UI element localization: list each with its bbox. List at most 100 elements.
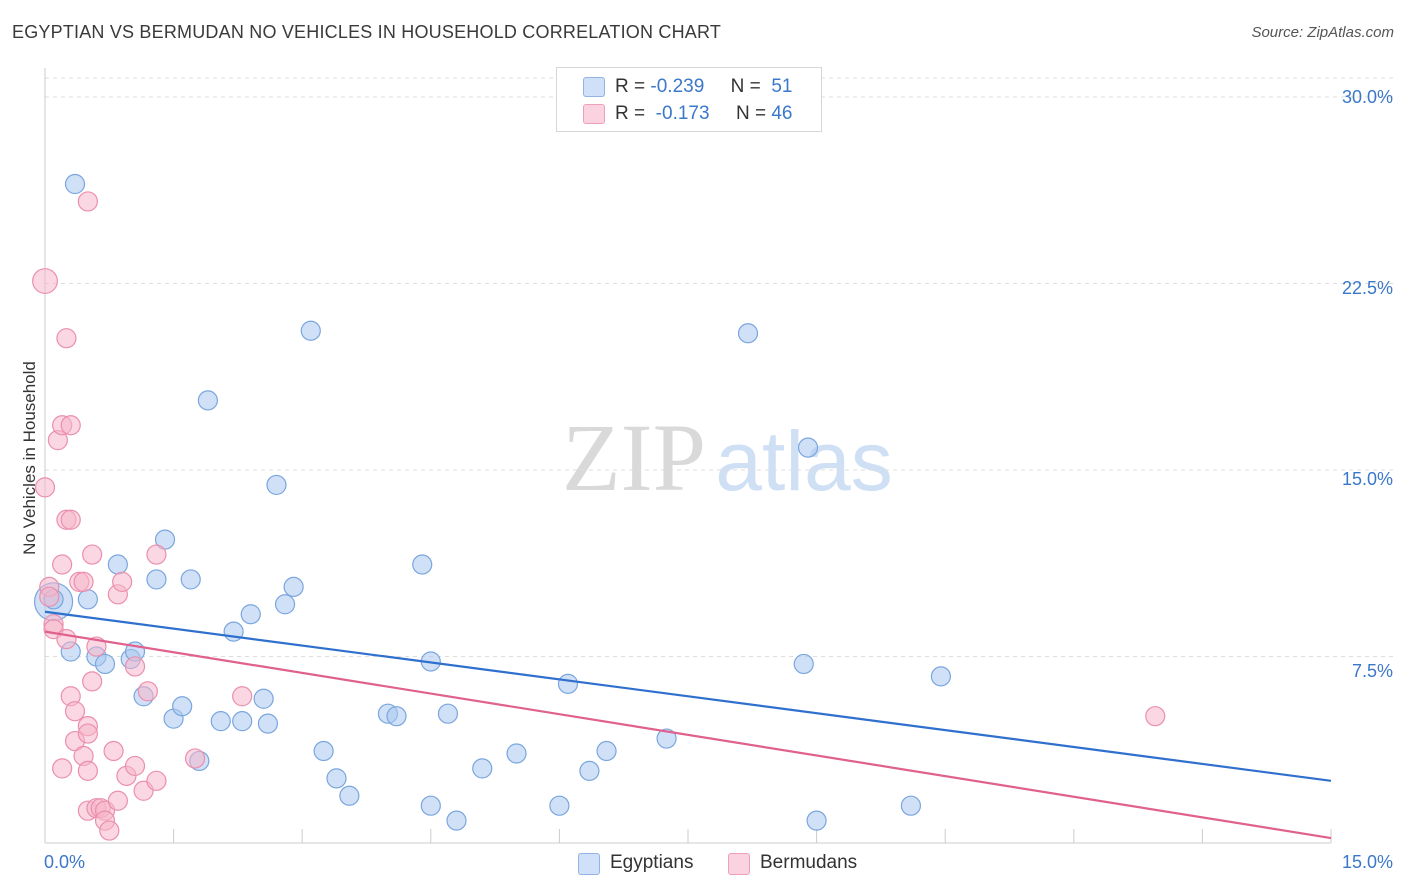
egyptian-point — [557, 673, 579, 694]
axes — [44, 68, 1332, 844]
egyptian-point — [64, 173, 86, 195]
egyptian-point — [154, 529, 176, 550]
n-label: N = — [735, 103, 767, 124]
bermudan-point — [82, 544, 103, 565]
egyptian-point — [180, 569, 201, 590]
egyptian-point — [77, 589, 98, 610]
r-value: -0.173 — [655, 103, 710, 124]
x-tick-label-max: 15.0% — [1342, 852, 1394, 872]
bermudan-point — [137, 681, 158, 702]
egyptian-point — [146, 569, 167, 590]
bermudan-point — [52, 554, 73, 575]
egyptian-point — [596, 740, 617, 762]
bermudan-point — [124, 656, 146, 677]
bermudan-point — [39, 586, 60, 607]
r-label: R = — [615, 103, 646, 124]
n-value: 51 — [771, 76, 793, 97]
bermudan-point — [56, 328, 77, 349]
egyptian-point — [806, 810, 827, 831]
bermudan-point — [56, 628, 77, 650]
egyptian-point — [656, 728, 677, 749]
egyptian-point — [549, 795, 570, 816]
egyptian-point — [386, 706, 407, 727]
egyptian-point — [339, 785, 360, 806]
egyptian-point — [579, 760, 600, 781]
bermudans-points — [32, 191, 1166, 841]
egyptian-point — [930, 666, 952, 687]
egyptian-point — [240, 604, 261, 625]
egyptian-point — [283, 576, 304, 597]
x-tick-label-min: 0.0% — [44, 852, 86, 872]
bermudan-point — [32, 268, 58, 294]
legend-label-egyptians: Egyptians — [610, 852, 694, 873]
legend-swatch-blue — [583, 77, 605, 97]
y-tick-label: 22.5% — [1341, 278, 1393, 298]
n-label: N = — [730, 76, 761, 97]
correlation-legend: R = -0.239 N = 51 R = -0.173 N = 46 — [556, 67, 822, 132]
source-credit: Source: ZipAtlas.com — [1251, 24, 1394, 41]
bermudan-point — [77, 191, 98, 212]
y-tick-label: 15.0% — [1341, 469, 1393, 489]
legend-swatch-blue — [578, 853, 600, 875]
bermudan-point — [73, 571, 94, 593]
egyptian-point — [437, 703, 459, 724]
bermudan-point — [107, 790, 128, 811]
y-tick-label: 30.0% — [1341, 87, 1393, 107]
legend-swatch-pink — [583, 104, 605, 124]
legend-label-bermudans: Bermudans — [760, 852, 858, 873]
egyptian-point — [210, 711, 231, 732]
chart-title: EGYPTIAN VS BERMUDAN NO VEHICLES IN HOUS… — [12, 22, 722, 42]
egyptian-point — [197, 390, 218, 411]
bermudan-point — [99, 820, 120, 841]
egyptian-point — [412, 554, 433, 575]
bermudan-point — [52, 758, 73, 779]
egyptian-point — [257, 713, 279, 734]
bermudan-point — [60, 415, 81, 436]
bermudan-point — [64, 701, 86, 722]
egyptian-point — [797, 437, 819, 458]
bermudan-point — [146, 544, 167, 565]
legend-swatch-pink — [728, 853, 750, 875]
egyptian-point — [253, 688, 274, 709]
r-value: -0.239 — [650, 76, 705, 97]
trend-lines — [44, 610, 1332, 840]
bermudan-point — [77, 723, 98, 744]
egyptian-point — [266, 474, 287, 496]
egyptian-point — [737, 323, 759, 344]
watermark-atlas: atlas — [715, 414, 892, 508]
egyptian-point — [420, 795, 441, 816]
bermudan-point — [34, 477, 56, 498]
egyptian-point — [94, 653, 116, 675]
bermudan-point — [112, 571, 133, 593]
egyptian-point — [107, 554, 128, 575]
egyptian-point — [232, 711, 253, 732]
egyptian-point — [300, 320, 321, 341]
r-label: R = — [615, 76, 646, 97]
egyptian-point — [446, 810, 467, 831]
gridlines — [45, 77, 1395, 657]
egyptian-point — [793, 653, 814, 675]
egyptian-point — [506, 743, 527, 764]
egyptian-point — [274, 594, 296, 615]
bermudan-point — [146, 770, 167, 791]
egyptian-point — [313, 740, 334, 762]
egyptian-point — [326, 768, 347, 789]
bermudan-point — [124, 755, 146, 777]
bermudan-point — [60, 509, 81, 530]
bermudan-point — [1145, 706, 1166, 727]
bermudan-point — [184, 748, 206, 769]
bermudan-point — [77, 760, 98, 781]
bermudan-point — [103, 740, 124, 762]
egyptian-point — [472, 758, 493, 779]
bermudan-point — [232, 686, 253, 707]
y-tick-label: 7.5% — [1351, 661, 1393, 681]
egyptians-trend-line — [44, 610, 1332, 782]
bermudan-point — [86, 636, 107, 657]
egyptian-point — [900, 795, 922, 816]
bermudan-point — [82, 671, 103, 692]
bermudans-trend-line — [44, 630, 1332, 840]
egyptian-point — [172, 696, 193, 717]
n-value: 46 — [771, 103, 793, 124]
watermark-zip: ZIP — [562, 404, 706, 511]
